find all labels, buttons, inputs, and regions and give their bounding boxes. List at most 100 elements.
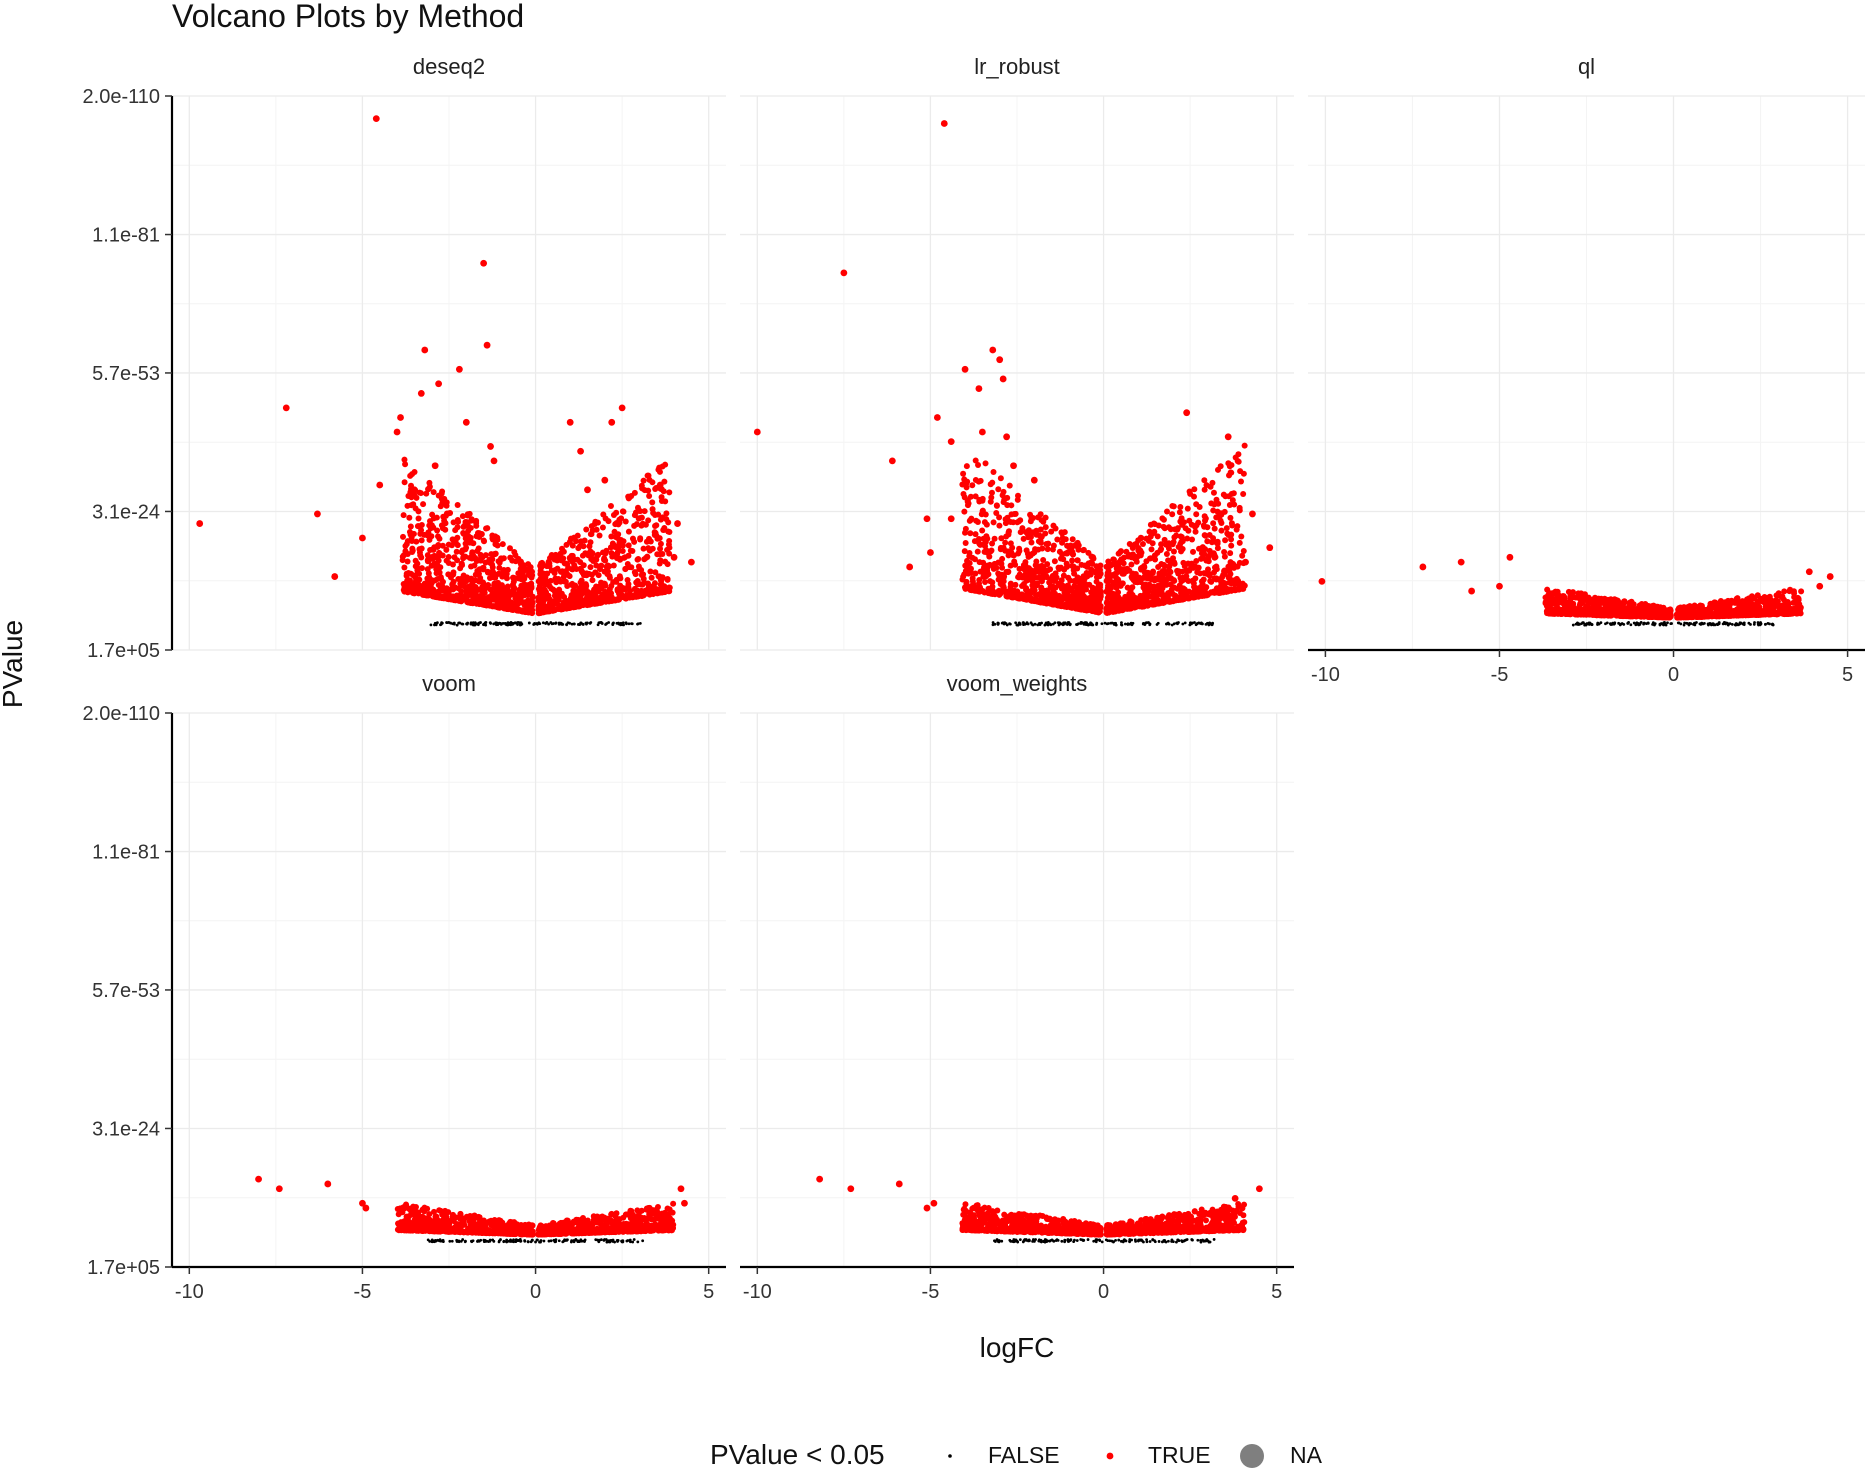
point-false	[624, 621, 628, 625]
point-true	[631, 512, 638, 519]
point-true	[1577, 606, 1584, 613]
point-true	[1228, 542, 1235, 549]
point-false	[1599, 621, 1603, 624]
point-true	[495, 579, 502, 586]
point-false	[440, 1239, 444, 1243]
point-true	[1078, 591, 1085, 598]
point-true	[577, 538, 584, 545]
point-true	[492, 574, 499, 581]
point-false	[519, 1239, 523, 1243]
point-true	[637, 508, 644, 515]
point-true	[401, 479, 408, 486]
point-true	[424, 552, 431, 559]
point-true	[1630, 606, 1637, 613]
point-true	[426, 479, 433, 486]
point-true	[431, 462, 439, 470]
point-true	[965, 570, 972, 577]
point-true	[1044, 546, 1051, 553]
point-false	[554, 621, 558, 625]
point-false	[474, 622, 478, 626]
point-true	[1193, 501, 1200, 508]
point-true	[1043, 600, 1050, 607]
point-true	[1457, 558, 1465, 566]
point-true	[647, 568, 654, 575]
point-true	[653, 522, 660, 529]
point-true	[1095, 601, 1102, 608]
point-true	[454, 524, 461, 531]
facet-label: deseq2	[413, 54, 485, 79]
point-true	[404, 558, 411, 565]
point-true	[1050, 542, 1057, 549]
point-true	[1641, 602, 1648, 609]
point-true	[1014, 496, 1021, 503]
point-true	[1210, 588, 1217, 595]
point-true	[1209, 479, 1216, 486]
point-true	[549, 603, 556, 610]
point-true	[638, 482, 645, 489]
point-true	[545, 592, 552, 599]
point-false	[597, 621, 601, 625]
point-true	[471, 562, 478, 569]
point-true	[585, 552, 592, 559]
point-true	[417, 530, 424, 537]
point-true	[1231, 564, 1238, 571]
point-false	[1677, 621, 1681, 625]
point-true	[1025, 565, 1032, 572]
point-true	[1767, 611, 1774, 618]
point-true	[1565, 588, 1572, 595]
point-true	[636, 515, 643, 522]
point-true	[469, 600, 476, 607]
point-true	[515, 570, 522, 577]
point-true	[511, 585, 518, 592]
point-true	[927, 549, 934, 556]
point-true	[1693, 603, 1700, 610]
point-true	[976, 559, 983, 566]
point-true	[1016, 545, 1023, 552]
point-true	[1774, 611, 1781, 618]
point-true	[1826, 573, 1834, 580]
point-true	[1172, 594, 1179, 601]
point-true	[1124, 584, 1131, 591]
point-true	[499, 584, 506, 591]
point-true	[421, 580, 428, 587]
point-true	[539, 562, 546, 569]
point-true	[538, 576, 545, 583]
point-true	[1014, 594, 1021, 601]
point-true	[1128, 561, 1135, 568]
point-true	[1762, 599, 1769, 606]
point-true	[639, 520, 646, 527]
point-true	[1044, 567, 1051, 574]
point-false	[1062, 621, 1066, 625]
point-true	[1621, 598, 1628, 605]
point-true	[1028, 539, 1035, 546]
point-true	[450, 597, 457, 604]
point-true	[643, 538, 650, 545]
point-true	[583, 572, 590, 579]
point-true	[629, 547, 636, 554]
point-true	[1190, 548, 1197, 555]
point-true	[1112, 607, 1119, 614]
point-true	[1228, 520, 1235, 527]
point-true	[1203, 584, 1210, 591]
point-false	[1056, 621, 1060, 625]
point-false	[1120, 623, 1123, 627]
point-false	[455, 623, 459, 627]
point-true	[1030, 476, 1038, 484]
point-true	[573, 594, 580, 601]
point-true	[947, 515, 955, 523]
point-true	[1207, 578, 1214, 585]
point-true	[1094, 608, 1101, 615]
point-true	[1553, 601, 1560, 608]
point-true	[652, 529, 659, 536]
point-true	[510, 574, 517, 581]
point-true	[468, 539, 475, 546]
point-true	[997, 581, 1004, 588]
point-false	[1753, 621, 1756, 624]
point-true	[450, 519, 457, 526]
point-true	[619, 547, 626, 554]
point-true	[962, 540, 969, 547]
point-true	[408, 534, 415, 541]
point-false	[1107, 622, 1110, 625]
point-true	[1318, 578, 1326, 585]
